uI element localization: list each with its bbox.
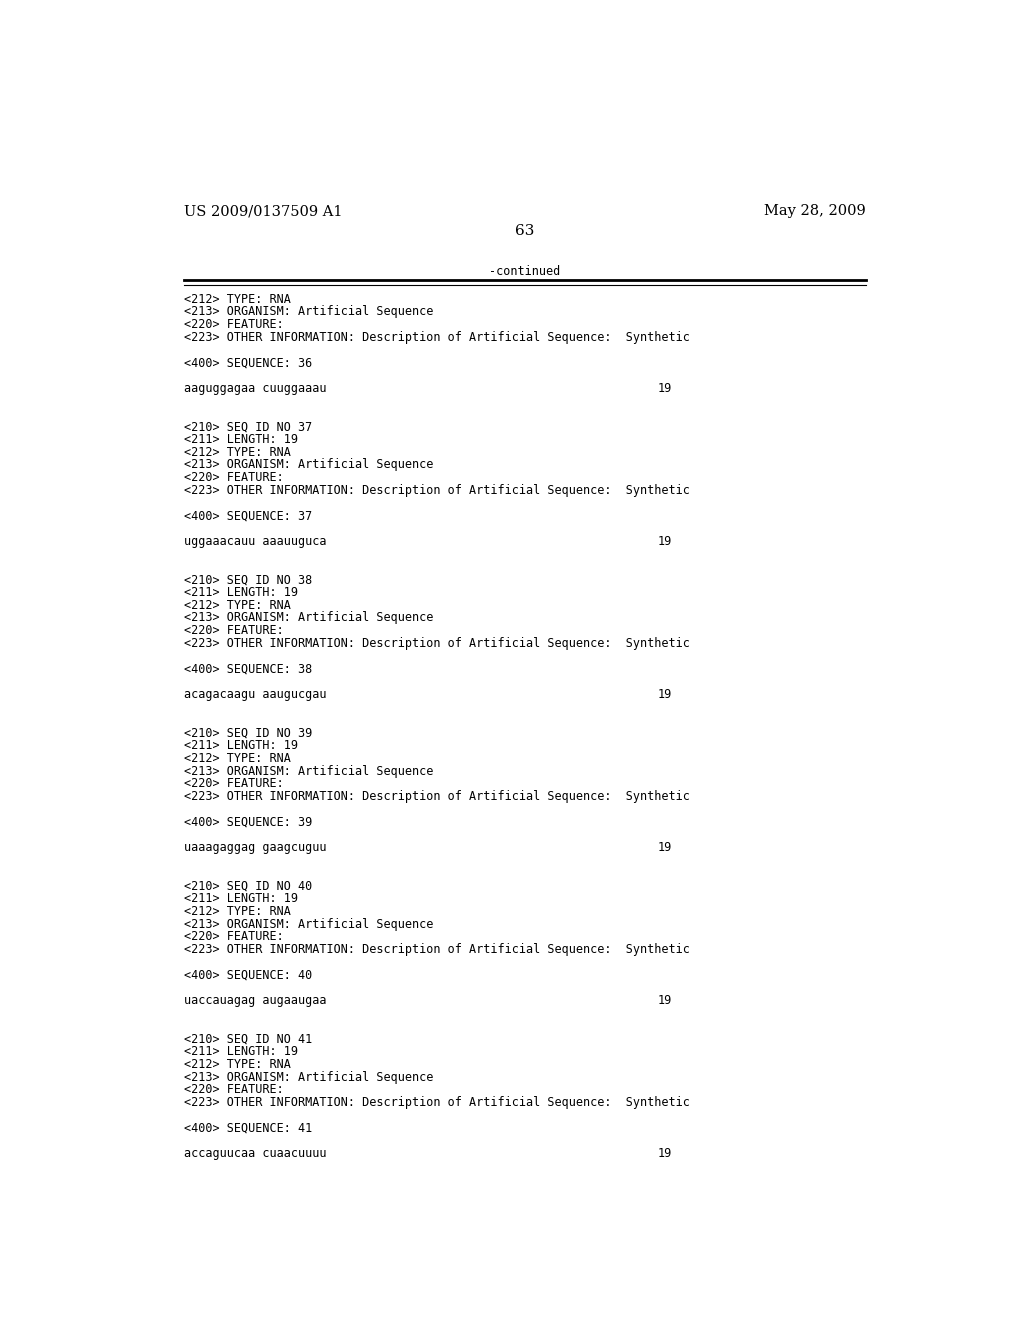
Text: <210> SEQ ID NO 39: <210> SEQ ID NO 39 — [183, 726, 311, 739]
Text: <400> SEQUENCE: 37: <400> SEQUENCE: 37 — [183, 510, 311, 523]
Text: <213> ORGANISM: Artificial Sequence: <213> ORGANISM: Artificial Sequence — [183, 458, 433, 471]
Text: -continued: -continued — [489, 265, 560, 279]
Text: <213> ORGANISM: Artificial Sequence: <213> ORGANISM: Artificial Sequence — [183, 1071, 433, 1084]
Text: <400> SEQUENCE: 36: <400> SEQUENCE: 36 — [183, 356, 311, 370]
Text: <213> ORGANISM: Artificial Sequence: <213> ORGANISM: Artificial Sequence — [183, 611, 433, 624]
Text: <212> TYPE: RNA: <212> TYPE: RNA — [183, 599, 291, 611]
Text: <213> ORGANISM: Artificial Sequence: <213> ORGANISM: Artificial Sequence — [183, 917, 433, 931]
Text: <400> SEQUENCE: 38: <400> SEQUENCE: 38 — [183, 663, 311, 676]
Text: <212> TYPE: RNA: <212> TYPE: RNA — [183, 446, 291, 458]
Text: <211> LENGTH: 19: <211> LENGTH: 19 — [183, 1045, 298, 1059]
Text: <212> TYPE: RNA: <212> TYPE: RNA — [183, 293, 291, 305]
Text: aaguggagaa cuuggaaau: aaguggagaa cuuggaaau — [183, 381, 326, 395]
Text: 63: 63 — [515, 224, 535, 239]
Text: <220> FEATURE:: <220> FEATURE: — [183, 318, 284, 331]
Text: <213> ORGANISM: Artificial Sequence: <213> ORGANISM: Artificial Sequence — [183, 764, 433, 777]
Text: <211> LENGTH: 19: <211> LENGTH: 19 — [183, 739, 298, 752]
Text: 19: 19 — [657, 688, 672, 701]
Text: 19: 19 — [657, 994, 672, 1007]
Text: <211> LENGTH: 19: <211> LENGTH: 19 — [183, 586, 298, 599]
Text: <223> OTHER INFORMATION: Description of Artificial Sequence:  Synthetic: <223> OTHER INFORMATION: Description of … — [183, 942, 689, 956]
Text: <400> SEQUENCE: 39: <400> SEQUENCE: 39 — [183, 816, 311, 829]
Text: <220> FEATURE:: <220> FEATURE: — [183, 1084, 284, 1097]
Text: 19: 19 — [657, 1147, 672, 1160]
Text: <220> FEATURE:: <220> FEATURE: — [183, 624, 284, 638]
Text: <220> FEATURE:: <220> FEATURE: — [183, 777, 284, 791]
Text: 19: 19 — [657, 841, 672, 854]
Text: 19: 19 — [657, 381, 672, 395]
Text: uaccauagag augaaugaa: uaccauagag augaaugaa — [183, 994, 326, 1007]
Text: <223> OTHER INFORMATION: Description of Artificial Sequence:  Synthetic: <223> OTHER INFORMATION: Description of … — [183, 484, 689, 496]
Text: uggaaacauu aaauuguca: uggaaacauu aaauuguca — [183, 535, 326, 548]
Text: <210> SEQ ID NO 41: <210> SEQ ID NO 41 — [183, 1032, 311, 1045]
Text: <212> TYPE: RNA: <212> TYPE: RNA — [183, 752, 291, 764]
Text: <223> OTHER INFORMATION: Description of Artificial Sequence:  Synthetic: <223> OTHER INFORMATION: Description of … — [183, 638, 689, 649]
Text: May 28, 2009: May 28, 2009 — [764, 205, 866, 218]
Text: <223> OTHER INFORMATION: Description of Artificial Sequence:  Synthetic: <223> OTHER INFORMATION: Description of … — [183, 791, 689, 803]
Text: <211> LENGTH: 19: <211> LENGTH: 19 — [183, 892, 298, 906]
Text: <213> ORGANISM: Artificial Sequence: <213> ORGANISM: Artificial Sequence — [183, 305, 433, 318]
Text: <212> TYPE: RNA: <212> TYPE: RNA — [183, 904, 291, 917]
Text: uaaagaggag gaagcuguu: uaaagaggag gaagcuguu — [183, 841, 326, 854]
Text: <223> OTHER INFORMATION: Description of Artificial Sequence:  Synthetic: <223> OTHER INFORMATION: Description of … — [183, 1096, 689, 1109]
Text: <400> SEQUENCE: 40: <400> SEQUENCE: 40 — [183, 969, 311, 982]
Text: <220> FEATURE:: <220> FEATURE: — [183, 471, 284, 484]
Text: 19: 19 — [657, 535, 672, 548]
Text: <210> SEQ ID NO 38: <210> SEQ ID NO 38 — [183, 573, 311, 586]
Text: <210> SEQ ID NO 40: <210> SEQ ID NO 40 — [183, 879, 311, 892]
Text: <223> OTHER INFORMATION: Description of Artificial Sequence:  Synthetic: <223> OTHER INFORMATION: Description of … — [183, 331, 689, 343]
Text: <220> FEATURE:: <220> FEATURE: — [183, 931, 284, 944]
Text: US 2009/0137509 A1: US 2009/0137509 A1 — [183, 205, 342, 218]
Text: <212> TYPE: RNA: <212> TYPE: RNA — [183, 1057, 291, 1071]
Text: acagacaagu aaugucgau: acagacaagu aaugucgau — [183, 688, 326, 701]
Text: <400> SEQUENCE: 41: <400> SEQUENCE: 41 — [183, 1122, 311, 1135]
Text: <211> LENGTH: 19: <211> LENGTH: 19 — [183, 433, 298, 446]
Text: <210> SEQ ID NO 37: <210> SEQ ID NO 37 — [183, 420, 311, 433]
Text: accaguucaa cuaacuuuu: accaguucaa cuaacuuuu — [183, 1147, 326, 1160]
